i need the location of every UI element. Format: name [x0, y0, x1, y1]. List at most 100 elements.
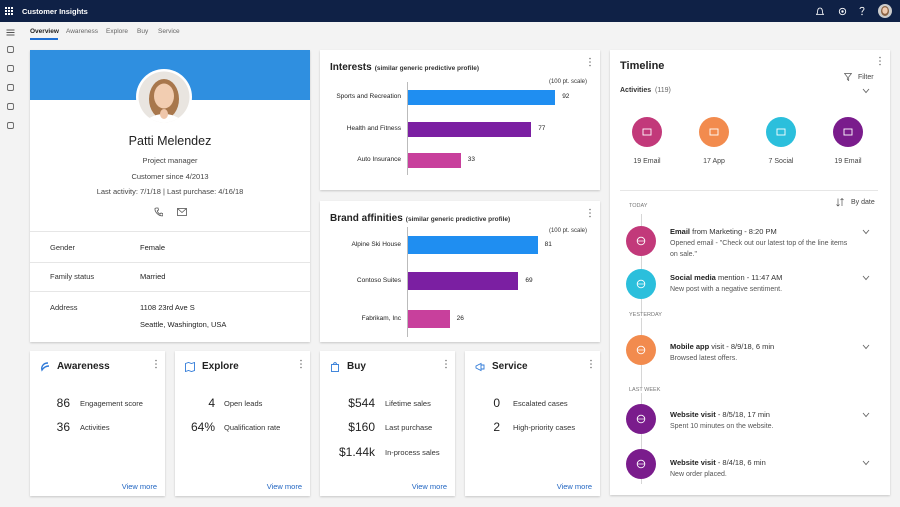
nav-icon[interactable]	[6, 45, 15, 54]
more-menu[interactable]	[588, 57, 592, 67]
more-menu-shape	[300, 359, 302, 369]
value-label: 77	[538, 125, 546, 133]
user-avatar-shape	[882, 7, 888, 14]
timeline-icon	[636, 414, 646, 424]
timeline-title: Timeline	[620, 60, 665, 73]
nav-icon-shape	[7, 84, 14, 91]
more-menu-shape	[155, 359, 157, 369]
chevron-shape	[862, 88, 870, 94]
chevron[interactable]	[862, 88, 870, 94]
more-menu[interactable]	[154, 359, 158, 369]
tab[interactable]: Awareness	[66, 28, 99, 36]
tab[interactable]: Buy	[137, 28, 149, 36]
timeline-icon	[636, 345, 646, 355]
value-label: 33	[467, 156, 476, 164]
entry-type: Website visit	[670, 458, 716, 467]
view-more-link[interactable]: View more	[411, 481, 447, 491]
nav-icon[interactable]	[6, 83, 15, 92]
timeline-entry-text: New order placed.	[670, 471, 727, 478]
kpi-label: Qualification rate	[224, 422, 281, 432]
timeline-group: LAST WEEK	[627, 386, 663, 394]
app-launcher[interactable]	[5, 7, 14, 16]
user-avatar[interactable]	[878, 4, 892, 18]
chart-subtitle: (similar generic predictive profile)	[374, 65, 480, 72]
chevron-shape	[862, 412, 870, 418]
timeline-entry-title[interactable]: Website visit - 8/5/18, 17 min	[670, 410, 770, 420]
kpi-label: Open leads	[224, 398, 263, 408]
nav-icon-shape	[7, 103, 14, 110]
chart-header: Interests (similar generic predictive pro…	[330, 59, 479, 76]
chevron[interactable]	[862, 275, 870, 281]
nav-icon-shape	[6, 29, 15, 36]
chevron-shape	[862, 88, 870, 94]
notifications[interactable]	[816, 7, 824, 16]
more-menu-shape	[590, 359, 592, 362]
activity-filter[interactable]	[766, 117, 796, 147]
chevron[interactable]	[862, 412, 870, 418]
view-more-link[interactable]: View more	[266, 481, 302, 491]
activity-filter[interactable]	[699, 117, 729, 147]
kpi-value: 4	[208, 395, 215, 410]
timeline-entry-title[interactable]: Email from Marketing - 8:20 PM	[670, 227, 777, 237]
more-menu[interactable]	[588, 208, 592, 218]
filter-button[interactable]: Filter	[858, 73, 874, 81]
more-menu[interactable]	[299, 359, 303, 369]
filter-icon[interactable]	[844, 73, 852, 81]
activity-icon-shape	[776, 128, 786, 136]
timeline-entry-title[interactable]: Social media mention - 11:47 AM	[670, 273, 782, 283]
nav-icon[interactable]	[6, 64, 15, 73]
card	[320, 351, 455, 496]
activity-filter[interactable]	[833, 117, 863, 147]
timeline-icon-shape	[636, 279, 646, 289]
entry-type: Mobile app	[670, 342, 710, 351]
phone-button[interactable]	[154, 207, 163, 217]
timeline-entry-title[interactable]: Website visit - 8/4/18, 6 min	[670, 458, 766, 468]
bar	[408, 272, 519, 290]
nav-icon[interactable]	[6, 28, 15, 37]
view-more-link[interactable]: View more	[556, 481, 592, 491]
more-menu[interactable]	[878, 56, 882, 66]
chevron[interactable]	[862, 344, 870, 350]
kpi-label: Engagement score	[80, 398, 143, 408]
profile-photo-shape	[154, 83, 174, 109]
nav-icon[interactable]	[6, 121, 15, 130]
sort-icon[interactable]	[836, 198, 844, 207]
help[interactable]	[858, 6, 866, 16]
nav-icon-shape	[7, 46, 14, 53]
settings[interactable]	[838, 7, 847, 16]
email-button[interactable]	[177, 208, 187, 216]
view-more-link[interactable]: View more	[121, 481, 157, 491]
card-icon-shape	[331, 364, 339, 372]
kpi-label: Activities	[80, 422, 110, 432]
profile-activity: Last activity: 7/1/18 | Last purchase: 4…	[96, 186, 244, 196]
more-menu-shape	[590, 366, 592, 369]
category-label: Health and Fitness	[346, 125, 401, 132]
activity-filter[interactable]	[632, 117, 662, 147]
more-menu[interactable]	[444, 359, 448, 369]
notifications-shape	[816, 7, 824, 15]
chevron-shape	[862, 460, 870, 466]
timeline-entry-title[interactable]: Mobile app visit - 8/9/18, 6 min	[670, 342, 774, 352]
chevron-shape	[862, 344, 870, 350]
tab[interactable]: Service	[158, 28, 180, 36]
more-menu-shape	[300, 366, 302, 369]
more-menu[interactable]	[589, 359, 593, 369]
tab[interactable]: Overview	[30, 28, 59, 36]
more-menu-shape	[589, 64, 591, 67]
user-avatar-shape	[878, 4, 892, 18]
sort-button[interactable]: By date	[851, 198, 875, 206]
timeline-icon	[636, 279, 646, 289]
nav-icon[interactable]	[6, 102, 15, 111]
activity-icon	[776, 127, 786, 137]
chevron[interactable]	[862, 460, 870, 466]
nav-icon-shape	[6, 29, 15, 31]
kpi-value: $160	[348, 419, 375, 434]
timeline-entry-text: New post with a negative sentiment.	[670, 286, 783, 293]
tab[interactable]: Explore	[106, 28, 129, 36]
bar	[408, 121, 532, 137]
field-label: Family status	[50, 271, 95, 281]
timeline-entry-text: Opened email - "Check out our latest top…	[670, 240, 848, 258]
chevron[interactable]	[862, 229, 870, 235]
nav-icon-shape	[7, 122, 14, 129]
kpi-label: High-priority cases	[513, 422, 576, 432]
